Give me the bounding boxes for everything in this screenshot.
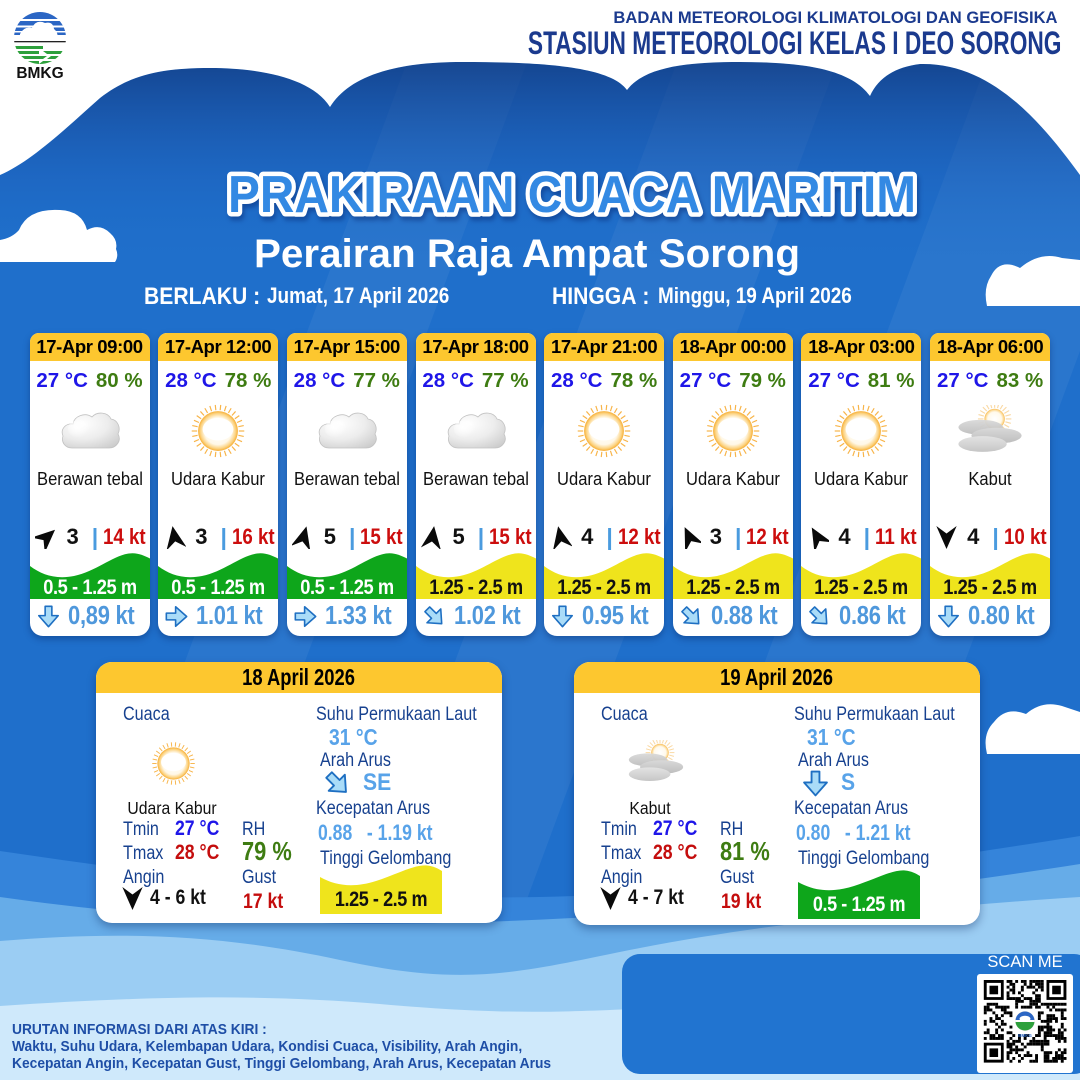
svg-text:Perairan Raja Ampat Sorong: Perairan Raja Ampat Sorong (254, 232, 800, 276)
svg-text:BMKG: BMKG (1018, 1033, 1032, 1038)
svg-text:PRAKIRAAN CUACA MARITIM: PRAKIRAAN CUACA MARITIM (228, 166, 916, 224)
svg-text:BMKG: BMKG (16, 65, 63, 82)
